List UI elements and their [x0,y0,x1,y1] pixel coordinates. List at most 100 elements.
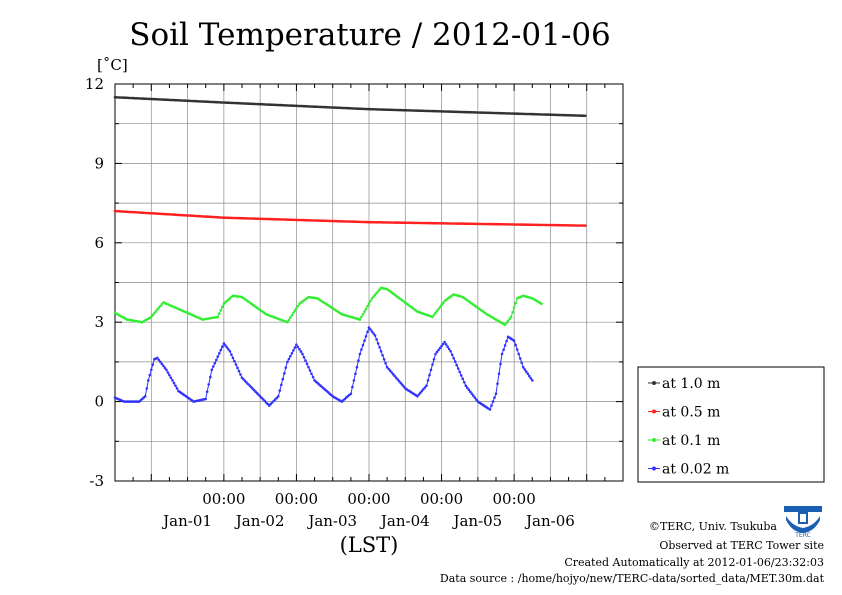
data-point [307,365,310,369]
data-point [473,396,477,399]
data-point [233,359,236,363]
x-tick-date-label: Jan-05 [451,512,502,530]
data-point [287,318,291,322]
data-point [310,372,313,376]
data-point [529,376,533,380]
x-tick-date-label: Jan-04 [379,512,430,530]
data-point [212,365,215,368]
legend-entries: at 1.0 m at 0.5 m at 0.1 m at 0.02 m [648,376,729,478]
data-point [526,372,530,376]
data-point [399,381,403,385]
data-point [521,365,525,369]
data-point [369,299,372,303]
data-point [428,373,431,377]
data-point [349,392,353,396]
data-point [222,342,226,345]
data-point [156,356,159,360]
y-tick-label: 12 [85,75,104,93]
legend-swatch-marker [652,438,656,442]
data-point [239,373,242,376]
data-point [278,389,282,392]
data-point [287,357,291,361]
data-point [218,312,221,315]
data-point [354,372,357,376]
data-point [438,346,442,350]
y-tick-label: 0 [94,393,104,411]
svg-text:TERC: TERC [794,532,811,538]
data-point [505,339,508,343]
data-point [459,374,463,377]
data-point [290,352,294,355]
data-point [168,373,171,377]
data-point [159,304,162,308]
data-point [382,358,386,361]
series-3 [113,326,534,411]
data-point [296,345,300,349]
data-point [518,357,522,360]
legend-label: at 0.5 m [662,405,720,421]
data-point [361,343,365,347]
data-point [452,356,456,360]
data-point [393,374,397,378]
legend-label: at 0.02 m [662,462,729,478]
data-point [283,372,286,375]
data-point [364,335,368,338]
data-point [512,339,516,343]
data-point [171,379,174,382]
data-point [162,364,165,368]
legend: at 1.0 m at 0.5 m at 0.1 m at 0.02 m [637,366,825,483]
data-point [221,305,224,309]
data-point [143,395,147,398]
data-point [441,301,445,305]
data-point [280,383,283,387]
series-1 [113,209,587,227]
data-point [293,309,297,312]
data-point [286,320,289,324]
series-line [114,326,533,411]
data-point [463,381,466,384]
data-point [372,295,375,298]
legend-swatch-marker [652,409,656,414]
data-point [292,349,295,352]
terc-logo-icon: TERC [782,502,824,538]
data-point [375,338,378,341]
data-point [458,370,462,374]
data-point [388,369,392,373]
data-point [373,334,377,337]
data-point [488,408,492,411]
data-point [434,352,437,356]
data-point [216,315,220,319]
data-point [387,367,391,371]
data-point [379,350,383,353]
data-point [441,342,445,346]
data-point [150,315,153,319]
footer-copyright: ©TERC, Univ. Tsukuba [649,520,777,533]
plot-grid [115,84,623,481]
legend-box [637,366,825,483]
data-point [358,352,362,356]
data-point [210,368,214,372]
data-point [175,387,179,390]
data-point [163,366,167,370]
data-point [213,361,217,365]
data-point [160,302,164,306]
data-point [447,347,451,351]
data-point [172,381,176,385]
data-point [298,348,301,351]
data-point [270,401,274,404]
data-point [417,393,421,396]
legend-swatch-marker [652,466,656,471]
data-point [150,368,153,372]
data-point [524,370,528,373]
data-point [464,384,468,388]
y-tick-label: 9 [94,154,104,172]
data-point [434,311,437,315]
data-point [422,387,425,391]
data-point [461,377,465,381]
data-point [145,387,149,390]
data-point [376,290,380,293]
data-point [295,307,298,310]
series-layer [113,95,587,411]
data-point [497,372,501,376]
data-point [216,355,220,358]
